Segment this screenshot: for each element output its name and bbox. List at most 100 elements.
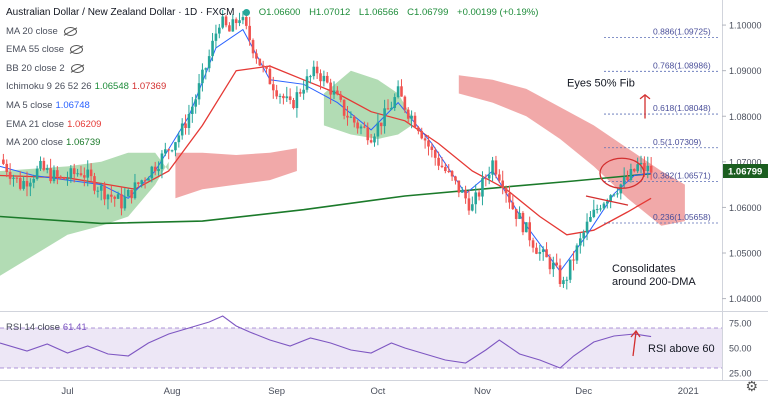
candle[interactable] [12,177,15,179]
candle[interactable] [265,66,268,69]
candle[interactable] [83,175,86,178]
candle[interactable] [285,96,289,99]
candle[interactable] [450,171,454,177]
candle[interactable] [288,96,292,101]
indicator-ichimoku[interactable]: Ichimoku 9 26 52 26 [6,81,92,93]
candle[interactable] [585,221,589,233]
candle[interactable] [491,160,494,175]
candle[interactable] [184,123,187,129]
candle[interactable] [605,201,609,204]
candle[interactable] [595,209,599,211]
candle[interactable] [214,33,218,41]
candle[interactable] [346,115,349,118]
candle[interactable] [518,212,521,219]
candle[interactable] [393,97,397,108]
candle[interactable] [231,19,235,32]
candle[interactable] [457,180,461,193]
candle[interactable] [440,165,444,168]
candle[interactable] [359,126,363,129]
candle[interactable] [349,116,353,118]
candle[interactable] [217,27,221,34]
candle[interactable] [191,106,194,114]
candle[interactable] [444,167,447,172]
candle[interactable] [336,90,339,95]
candle[interactable] [153,166,157,172]
candle[interactable] [632,168,636,172]
candle[interactable] [454,176,457,181]
candle[interactable] [143,180,147,182]
candle[interactable] [477,192,481,197]
candle[interactable] [251,40,255,54]
indicator-ema21[interactable]: EMA 21 close [6,118,65,130]
candle[interactable] [137,182,140,184]
candle[interactable] [133,182,137,199]
candle[interactable] [177,135,181,143]
candle[interactable] [258,58,262,66]
candle[interactable] [228,25,231,32]
candle[interactable] [541,249,545,252]
candle[interactable] [238,20,241,24]
last-price-tag[interactable] [723,164,768,179]
candle[interactable] [207,56,211,69]
candle[interactable] [430,146,434,150]
candle[interactable] [99,185,103,191]
candle[interactable] [120,194,123,209]
candle[interactable] [396,86,400,98]
candle[interactable] [427,140,430,147]
candle[interactable] [369,140,373,143]
candle[interactable] [501,180,505,188]
candle[interactable] [636,164,639,172]
candle[interactable] [629,168,633,181]
candle[interactable] [174,142,177,151]
candle[interactable] [221,16,224,28]
candle[interactable] [25,181,29,187]
candle[interactable] [582,232,585,239]
candle[interactable] [52,170,56,182]
candle[interactable] [268,68,272,85]
candle[interactable] [602,203,606,209]
candle[interactable] [420,131,424,139]
candle[interactable] [292,100,295,109]
hidden-eye-icon[interactable] [70,63,84,73]
candle[interactable] [545,249,548,258]
candle[interactable] [66,178,69,180]
candle[interactable] [89,169,93,177]
candle[interactable] [356,122,359,129]
candle[interactable] [464,190,467,199]
candle[interactable] [572,259,575,261]
candle[interactable] [18,177,22,189]
candle[interactable] [471,204,474,211]
candle[interactable] [433,149,437,158]
candle[interactable] [589,216,592,222]
candle[interactable] [130,189,133,199]
candle[interactable] [170,150,174,152]
candle[interactable] [390,107,393,110]
candle[interactable] [609,195,612,202]
candle[interactable] [278,95,282,97]
candle[interactable] [626,176,629,181]
indicator-ma20[interactable]: MA 20 close [6,25,58,37]
candle[interactable] [649,165,653,173]
candle[interactable] [558,265,562,285]
candle[interactable] [481,178,484,197]
candle[interactable] [612,194,616,196]
candle[interactable] [164,149,167,154]
candle[interactable] [29,182,32,187]
candle[interactable] [498,174,501,181]
candle[interactable] [305,76,309,90]
candle[interactable] [643,162,646,171]
candle[interactable] [39,160,42,169]
candle[interactable] [113,196,117,199]
candle[interactable] [487,174,491,179]
candle[interactable] [352,116,356,123]
candle[interactable] [110,194,113,197]
candle[interactable] [248,25,251,41]
candle[interactable] [508,193,511,203]
candle[interactable] [467,198,471,211]
candle[interactable] [447,171,451,173]
candle[interactable] [548,257,552,270]
candle[interactable] [366,127,370,141]
candle[interactable] [525,222,528,233]
candle[interactable] [35,168,39,179]
